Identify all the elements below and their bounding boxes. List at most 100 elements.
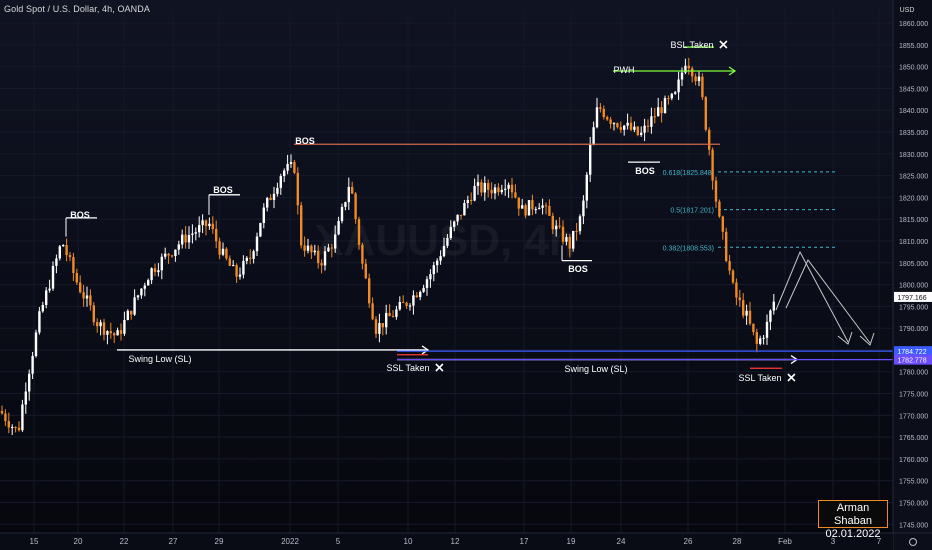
candle-body bbox=[456, 214, 459, 222]
candle-body bbox=[221, 248, 225, 255]
candle-body bbox=[14, 426, 17, 428]
candle-body bbox=[310, 245, 313, 253]
candle-body bbox=[286, 163, 289, 171]
candle-body bbox=[147, 280, 150, 286]
candle-body bbox=[357, 219, 361, 245]
candle-body bbox=[650, 116, 653, 127]
y-tick-label: 1795.000 bbox=[899, 304, 928, 311]
candle-body bbox=[504, 188, 507, 190]
candle-body bbox=[41, 304, 44, 312]
candle-body bbox=[510, 184, 514, 193]
fib-label: 0.618(1825.848) bbox=[663, 170, 714, 177]
candle-body bbox=[378, 323, 381, 334]
candle-body bbox=[364, 263, 367, 279]
y-tick-label: 1810.000 bbox=[899, 239, 928, 246]
candle-body bbox=[119, 330, 123, 334]
candle-body bbox=[459, 214, 463, 216]
candle-body bbox=[306, 245, 310, 251]
candle-body bbox=[592, 127, 595, 145]
candle-body bbox=[531, 200, 534, 210]
candle-body bbox=[0, 410, 4, 414]
candle-body bbox=[616, 123, 619, 128]
candle-body bbox=[184, 234, 187, 243]
candle-body bbox=[140, 288, 143, 296]
candle-body bbox=[113, 333, 116, 336]
candle-body bbox=[215, 228, 218, 242]
candle-body bbox=[507, 184, 510, 189]
candle-body bbox=[187, 234, 191, 243]
y-tick-label: 1815.000 bbox=[899, 217, 928, 224]
candle-body bbox=[691, 68, 694, 77]
candle-body bbox=[735, 282, 738, 298]
candle-body bbox=[599, 107, 602, 109]
candle-body bbox=[391, 316, 395, 318]
candle-body bbox=[75, 272, 78, 283]
annotation-label: SSL Taken bbox=[738, 373, 781, 383]
annotation-label: Swing Low (SL) bbox=[564, 364, 627, 374]
candle-body bbox=[238, 274, 242, 277]
y-tick-label: 1835.000 bbox=[899, 130, 928, 137]
gear-icon bbox=[909, 538, 917, 546]
candle-body bbox=[381, 323, 384, 328]
candle-body bbox=[225, 248, 228, 259]
candle-body bbox=[48, 288, 51, 291]
candle-body bbox=[527, 200, 531, 216]
candle-body bbox=[548, 205, 551, 216]
candle-body bbox=[177, 244, 180, 250]
y-tick-label: 1855.000 bbox=[899, 43, 928, 50]
candle-body bbox=[619, 127, 622, 130]
candle-body bbox=[194, 232, 197, 234]
candle-body bbox=[762, 337, 765, 339]
candle-body bbox=[565, 237, 568, 242]
candle-body bbox=[249, 257, 252, 259]
candle-body bbox=[748, 310, 752, 324]
x-tick-label: 5 bbox=[336, 537, 341, 546]
candle-body bbox=[514, 192, 517, 198]
candle-body bbox=[769, 310, 772, 322]
candle-body bbox=[602, 108, 605, 118]
candle-body bbox=[402, 302, 405, 304]
candle-body bbox=[646, 125, 650, 127]
candle-body bbox=[487, 183, 490, 190]
candle-body bbox=[551, 215, 554, 230]
candle-body bbox=[89, 295, 92, 306]
candle-body bbox=[279, 176, 282, 188]
candle-body bbox=[534, 209, 537, 211]
candle-body bbox=[405, 302, 408, 306]
x-tick-label: 24 bbox=[617, 537, 626, 546]
candle-body bbox=[337, 221, 340, 235]
candle-body bbox=[17, 427, 21, 431]
candle-body bbox=[667, 98, 670, 100]
candle-body bbox=[123, 319, 126, 334]
candle-body bbox=[429, 274, 432, 280]
candle-body bbox=[11, 426, 14, 428]
projection-path-2 bbox=[785, 259, 871, 344]
candle-body bbox=[680, 72, 684, 80]
y-tick-label: 1750.000 bbox=[899, 500, 928, 507]
price-axis bbox=[893, 0, 932, 550]
projection-arrowhead-1 bbox=[837, 331, 853, 345]
y-tick-label: 1830.000 bbox=[899, 152, 928, 159]
candle-body bbox=[446, 237, 449, 246]
candle-body bbox=[439, 256, 442, 261]
candle-body bbox=[415, 295, 418, 298]
chart-title: Gold Spot / U.S. Dollar, 4h, OANDA bbox=[4, 4, 150, 14]
x-tick-label: 12 bbox=[451, 537, 460, 546]
candle-body bbox=[385, 312, 388, 328]
candle-body bbox=[262, 207, 265, 224]
y-tick-label: 1770.000 bbox=[899, 413, 928, 420]
candle-body bbox=[629, 122, 633, 130]
candle-body bbox=[633, 126, 636, 130]
candle-body bbox=[578, 216, 582, 232]
candle-body bbox=[728, 261, 731, 271]
annotation-label: BOS bbox=[295, 136, 315, 146]
candle-body bbox=[259, 223, 262, 237]
candle-body bbox=[130, 310, 133, 315]
candle-body bbox=[283, 170, 286, 177]
y-tick-label: 1760.000 bbox=[899, 457, 928, 464]
annotation-label: SSL Taken bbox=[386, 363, 429, 373]
candle-body bbox=[694, 76, 697, 82]
price-level-value: 1784.722 bbox=[897, 349, 926, 356]
candle-body bbox=[164, 253, 167, 257]
